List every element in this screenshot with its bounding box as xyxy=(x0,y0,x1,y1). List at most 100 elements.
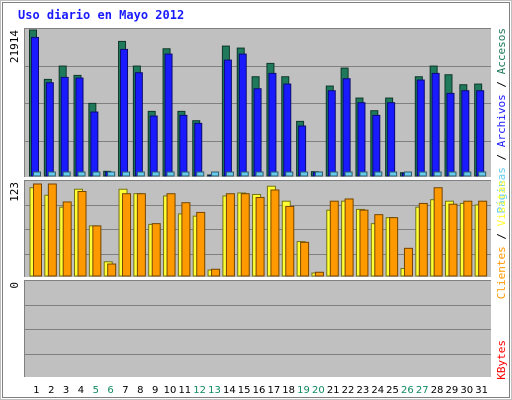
bar-archivos-day-8 xyxy=(134,72,143,177)
day-label-27: 27 xyxy=(416,385,429,396)
legend-bottom: KBytes xyxy=(495,340,508,380)
bar-clientes-day-31 xyxy=(478,200,488,277)
bar-paginas-day-26 xyxy=(403,171,412,177)
bar-archivos-day-31 xyxy=(476,90,485,177)
bar-paginas-day-14 xyxy=(225,171,234,177)
bar-paginas-day-20 xyxy=(314,171,323,177)
bar-clientes-day-16 xyxy=(255,196,265,277)
bar-archivos-day-10 xyxy=(164,53,173,177)
bar-archivos-day-16 xyxy=(253,88,262,177)
bar-paginas-day-21 xyxy=(329,171,338,177)
day-label-16: 16 xyxy=(253,385,266,396)
bar-paginas-day-18 xyxy=(285,171,294,177)
bar-paginas-day-12 xyxy=(196,171,205,177)
bar-archivos-day-30 xyxy=(461,90,470,177)
bar-clientes-day-5 xyxy=(92,225,102,277)
bar-archivos-day-11 xyxy=(179,114,188,177)
bar-paginas-day-13 xyxy=(211,171,220,177)
bar-archivos-day-9 xyxy=(149,115,158,177)
bar-paginas-day-23 xyxy=(359,171,368,177)
day-label-4: 4 xyxy=(78,385,84,396)
bar-clientes-day-20 xyxy=(314,271,324,277)
day-label-21: 21 xyxy=(327,385,340,396)
bar-archivos-day-1 xyxy=(31,36,39,177)
bar-paginas-day-30 xyxy=(463,171,472,177)
bar-clientes-day-12 xyxy=(196,211,206,277)
day-label-15: 15 xyxy=(238,385,251,396)
day-label-28: 28 xyxy=(431,385,444,396)
bar-paginas-day-15 xyxy=(240,171,249,177)
bar-archivos-day-3 xyxy=(60,76,69,177)
day-label-6: 6 xyxy=(107,385,113,396)
bar-clientes-day-17 xyxy=(270,189,280,277)
day-label-18: 18 xyxy=(282,385,295,396)
legend-middle: Clientes / Visitas xyxy=(495,180,508,299)
legend-top: Páginas / Archivos / Accesos xyxy=(495,28,508,213)
bar-clientes-day-10 xyxy=(166,193,176,277)
day-label-10: 10 xyxy=(164,385,177,396)
day-label-26: 26 xyxy=(401,385,414,396)
bar-clientes-day-19 xyxy=(300,241,310,277)
day-label-13: 13 xyxy=(208,385,221,396)
bar-clientes-day-8 xyxy=(136,193,146,277)
legend-top-part-4: Accesos xyxy=(495,28,508,74)
day-label-31: 31 xyxy=(475,385,488,396)
bar-archivos-day-2 xyxy=(45,82,54,177)
bar-clientes-day-6 xyxy=(107,263,117,277)
legend-bottom-part-0: KBytes xyxy=(495,340,508,380)
day-label-5: 5 xyxy=(93,385,99,396)
bar-paginas-day-29 xyxy=(448,171,457,177)
bar-archivos-day-17 xyxy=(268,72,277,177)
legend-middle-part-0: Clientes xyxy=(495,246,508,299)
bar-paginas-day-19 xyxy=(300,171,309,177)
bar-archivos-day-28 xyxy=(431,72,440,177)
bar-paginas-day-17 xyxy=(270,171,279,177)
day-label-30: 30 xyxy=(460,385,473,396)
bar-archivos-day-21 xyxy=(327,90,336,177)
bar-paginas-day-24 xyxy=(374,171,383,177)
day-label-1: 1 xyxy=(33,385,39,396)
day-label-20: 20 xyxy=(312,385,325,396)
bar-clientes-day-7 xyxy=(122,193,132,277)
bar-archivos-day-23 xyxy=(357,102,366,177)
bar-archivos-day-14 xyxy=(223,59,232,177)
legend-top-part-2: Archivos xyxy=(495,94,508,147)
legend-middle-part-2: Visitas xyxy=(495,180,508,226)
legend-top-part-0: Páginas xyxy=(495,167,508,213)
day-label-29: 29 xyxy=(446,385,459,396)
max-label-middle: 123 xyxy=(8,182,21,202)
bar-clientes-day-25 xyxy=(389,217,399,277)
bar-paginas-day-9 xyxy=(151,171,160,177)
bar-paginas-day-25 xyxy=(389,171,398,177)
bar-clientes-day-3 xyxy=(62,201,72,277)
day-label-3: 3 xyxy=(63,385,69,396)
day-label-11: 11 xyxy=(178,385,191,396)
bar-archivos-day-4 xyxy=(75,77,84,177)
day-label-22: 22 xyxy=(342,385,355,396)
chart-title: Uso diario en Mayo 2012 xyxy=(18,8,185,22)
legend-middle-part-1: / xyxy=(495,226,508,246)
bar-clientes-day-11 xyxy=(181,202,191,277)
bar-paginas-day-16 xyxy=(255,171,264,177)
bar-clientes-day-30 xyxy=(463,200,473,277)
bar-paginas-day-10 xyxy=(166,171,175,177)
day-label-17: 17 xyxy=(267,385,280,396)
bar-clientes-day-9 xyxy=(151,223,161,277)
bar-archivos-day-15 xyxy=(238,53,247,177)
bar-clientes-day-28 xyxy=(433,187,443,277)
day-label-25: 25 xyxy=(386,385,399,396)
bar-archivos-day-7 xyxy=(120,48,129,177)
legend-top-part-1: / xyxy=(495,147,508,167)
bar-archivos-day-29 xyxy=(446,92,455,177)
bar-archivos-day-12 xyxy=(194,122,203,177)
bar-paginas-day-6 xyxy=(107,171,116,177)
day-label-2: 2 xyxy=(48,385,54,396)
bar-clientes-day-22 xyxy=(344,198,354,277)
bar-clientes-day-24 xyxy=(374,214,384,277)
bar-archivos-day-24 xyxy=(372,114,381,177)
max-label-bottom: 0 xyxy=(8,282,21,289)
bar-archivos-day-18 xyxy=(283,83,292,177)
bar-clientes-day-14 xyxy=(225,193,235,277)
